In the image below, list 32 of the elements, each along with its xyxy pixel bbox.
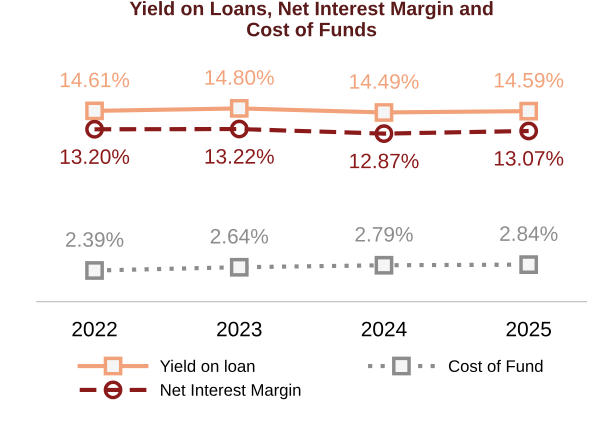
data-label: 2.39% [66,232,124,247]
data-label: 2.79% [355,226,413,242]
point [519,255,538,274]
legend-label: Yield on loan [160,360,254,372]
legend-label: Net Interest Margin [161,384,300,400]
data-label: 13.22% [206,149,274,164]
x-tick-label: 2023 [217,322,262,336]
data-label: 2.84% [500,226,558,242]
point [85,261,104,280]
point [85,102,104,120]
data-label: 13.07% [494,150,564,166]
chart-title: Yield on Loans, Net Interest Margin and Cost of Funds [130,1,493,36]
point [230,120,249,138]
data-label: 13.20% [60,149,130,164]
point [374,124,394,143]
point [230,258,249,277]
x-tick-label: 2024 [362,322,407,336]
data-label: 14.49% [350,74,419,89]
point [374,256,394,275]
x-tick-label: 2022 [72,322,117,336]
x-tick-label: 2025 [506,322,551,336]
data-label: 14.59% [494,72,564,88]
data-label: 14.61% [60,72,130,88]
data-label: 14.80% [206,70,274,85]
point [519,122,538,140]
data-label: 12.87% [350,154,419,168]
data-label: 2.64% [210,228,268,244]
point [85,120,104,139]
point [230,99,249,118]
legend-label: Cost of Fund [448,360,542,372]
point [374,103,394,122]
point [519,102,538,121]
